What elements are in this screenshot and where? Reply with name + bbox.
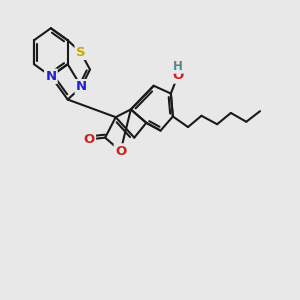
Text: S: S bbox=[76, 46, 86, 59]
Text: O: O bbox=[83, 133, 95, 146]
Text: O: O bbox=[172, 69, 183, 82]
Text: N: N bbox=[45, 70, 56, 83]
Text: O: O bbox=[115, 145, 126, 158]
Text: H: H bbox=[173, 59, 183, 73]
Text: N: N bbox=[76, 80, 87, 93]
